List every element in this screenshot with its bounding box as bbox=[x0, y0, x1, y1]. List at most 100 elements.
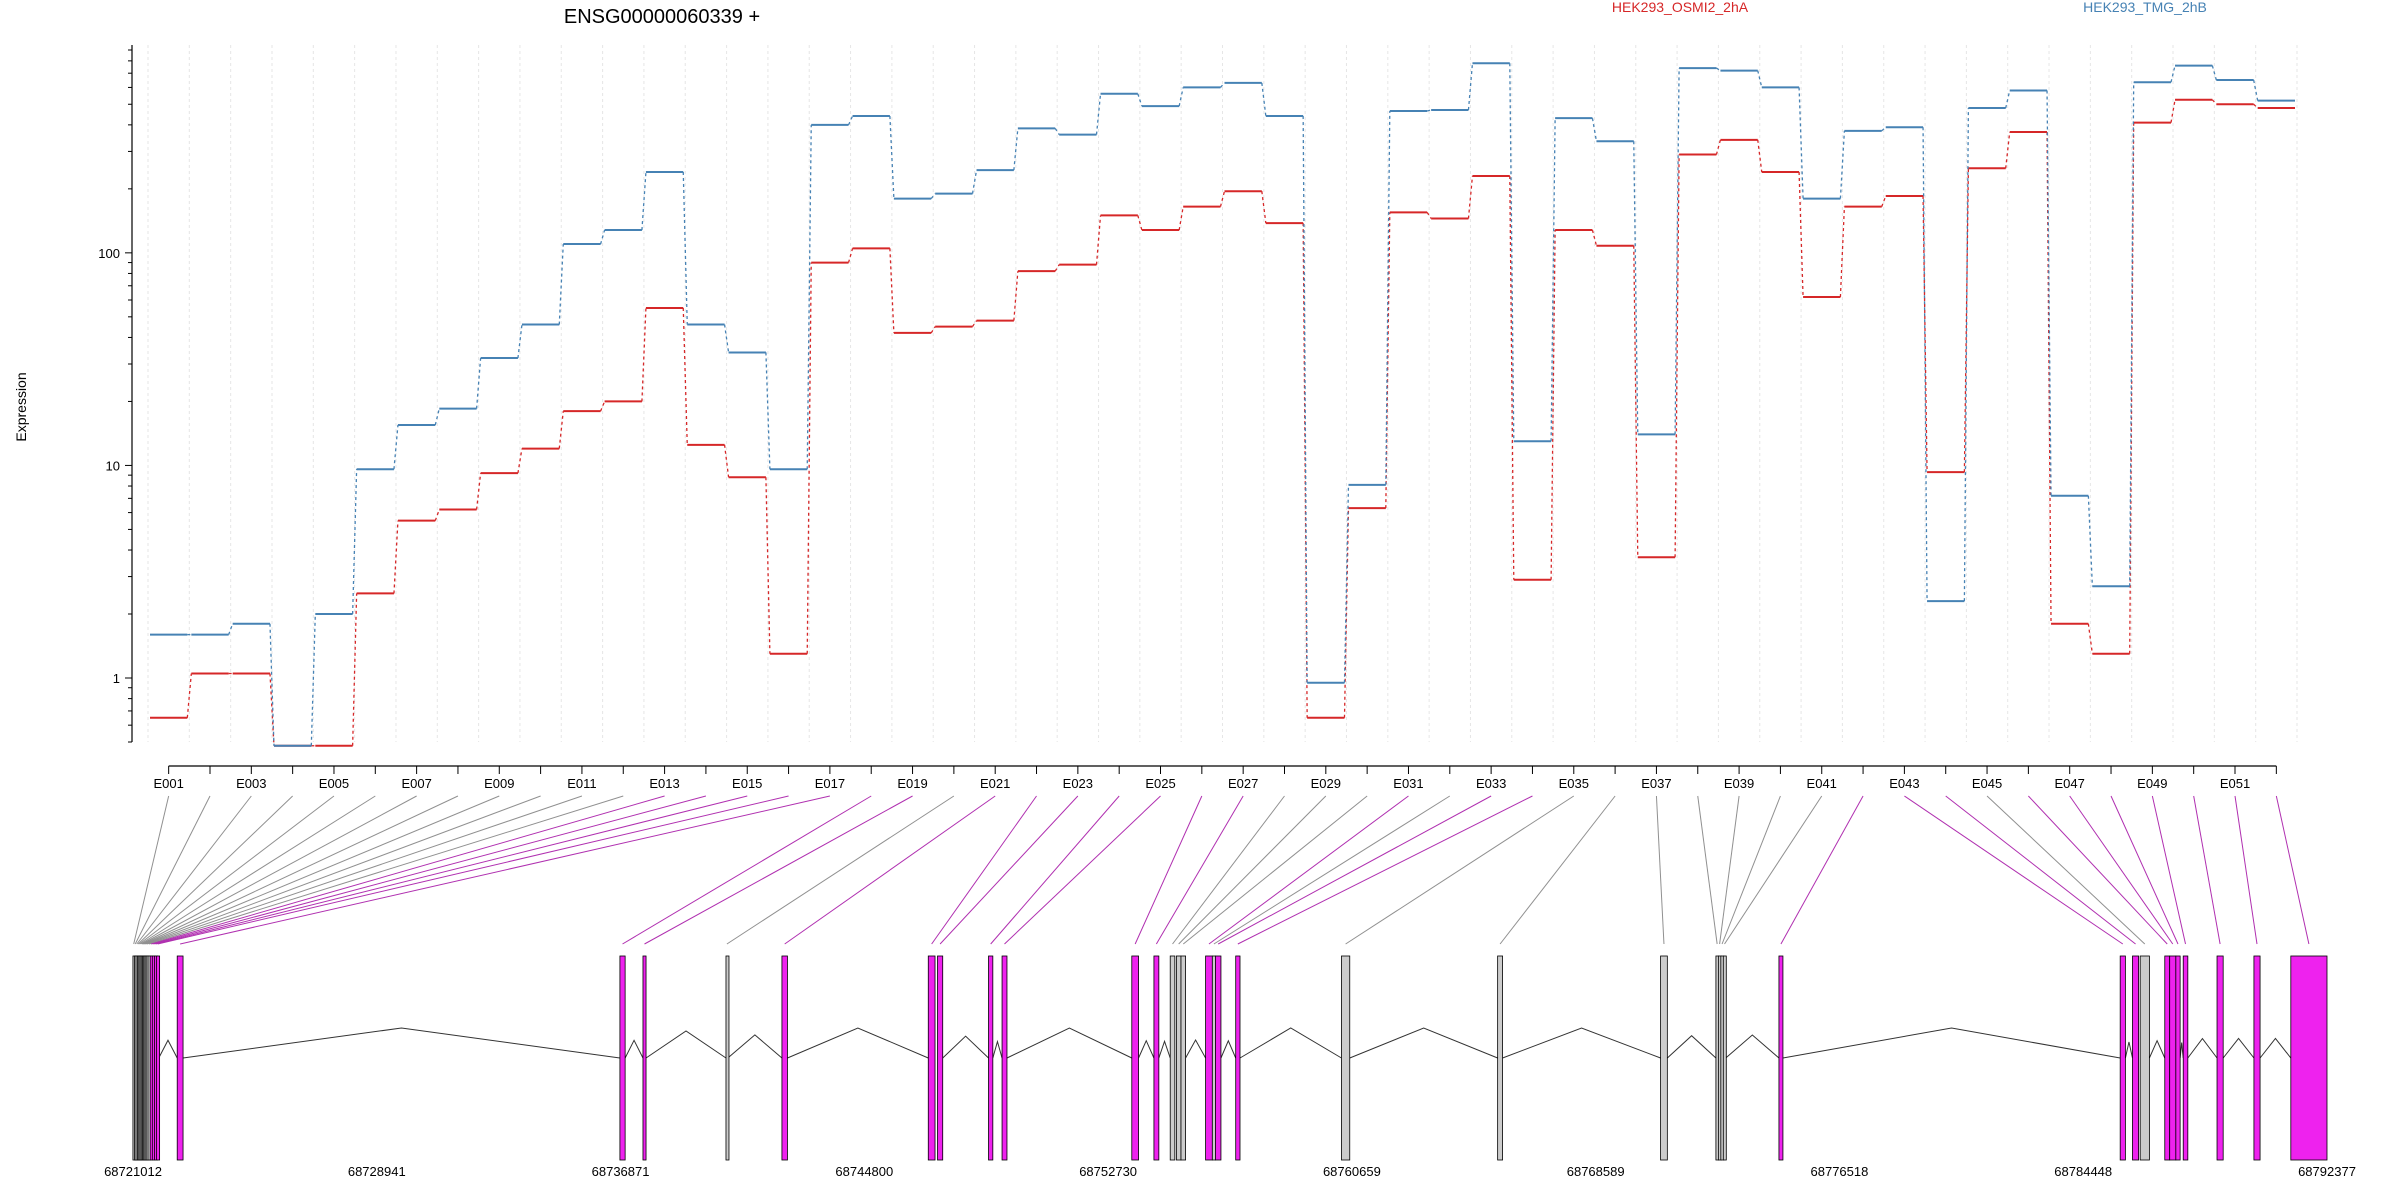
series-step-connector bbox=[1137, 93, 1143, 107]
chart-title: ENSG00000060339 + bbox=[564, 6, 760, 28]
exon-connector bbox=[1780, 795, 1864, 945]
series-step-connector bbox=[1220, 82, 1225, 88]
exon-connector bbox=[622, 795, 872, 945]
intron-line bbox=[1239, 1027, 1342, 1059]
exon-tick-label: E049 bbox=[2137, 776, 2167, 791]
exon-connector bbox=[133, 795, 170, 945]
exon-box bbox=[1175, 955, 1182, 1161]
exon-box bbox=[156, 955, 161, 1161]
series-step-connector bbox=[971, 320, 978, 327]
exon-connector bbox=[1182, 795, 1368, 945]
legend-series-tmg: HEK293_TMG_2hB bbox=[2083, 0, 2207, 15]
series-step-connector bbox=[1881, 126, 1887, 132]
exon-connector bbox=[1178, 795, 1327, 945]
exon-connector bbox=[1499, 795, 1616, 945]
exon-box bbox=[2182, 955, 2189, 1161]
series-step-connector bbox=[765, 352, 771, 470]
series-step-connector bbox=[1839, 130, 1846, 199]
exon-box bbox=[1215, 955, 1222, 1161]
exon-connector bbox=[2151, 795, 2187, 945]
series-step-connector bbox=[2253, 103, 2259, 109]
exon-tick-label: E017 bbox=[815, 776, 845, 791]
intron-line bbox=[1502, 1027, 1661, 1059]
series-step-connector bbox=[1798, 87, 1804, 199]
series-step-connector bbox=[2170, 99, 2176, 123]
series-step-connector bbox=[1715, 139, 1722, 155]
intron-line bbox=[2124, 1041, 2133, 1059]
exon-connector bbox=[134, 795, 211, 945]
exon-tick-label: E019 bbox=[897, 776, 927, 791]
genome-coordinate-label: 68760659 bbox=[1323, 1164, 1381, 1179]
series-step-connector bbox=[1013, 128, 1019, 171]
exon-box bbox=[725, 955, 730, 1161]
exon-connector bbox=[1208, 795, 1409, 945]
exon-box bbox=[1341, 955, 1351, 1161]
series-step-connector bbox=[1757, 70, 1763, 88]
series-step-connector bbox=[641, 171, 647, 231]
exon-box bbox=[2290, 955, 2328, 1161]
exon-tick-label: E013 bbox=[649, 776, 679, 791]
exon-connector bbox=[1721, 795, 1781, 945]
exon-connector bbox=[1217, 795, 1492, 945]
intron-line bbox=[1006, 1027, 1133, 1059]
exon-connector bbox=[939, 795, 1079, 945]
exon-tick-label: E031 bbox=[1393, 776, 1423, 791]
exon-tick-label: E011 bbox=[567, 776, 596, 791]
genome-axis: 68721012 68728941 68736871 68744800 68752730… bbox=[104, 1164, 2356, 1179]
exon-box bbox=[619, 955, 626, 1161]
exon-box bbox=[2253, 955, 2261, 1161]
intron-line bbox=[1158, 1039, 1171, 1059]
series-layer bbox=[150, 62, 2295, 747]
series-step-connector bbox=[2087, 623, 2094, 654]
series-step-connector bbox=[847, 115, 854, 126]
exon-connector bbox=[142, 795, 459, 945]
series-step-connector bbox=[1633, 141, 1639, 435]
series-step-connector bbox=[1426, 212, 1432, 219]
intron-line bbox=[1220, 1039, 1237, 1059]
series-step-connector bbox=[599, 401, 606, 412]
series-step-connector bbox=[930, 193, 936, 199]
series-step-connector bbox=[310, 613, 316, 746]
exon-connector bbox=[726, 795, 955, 945]
exon-connector bbox=[144, 795, 500, 945]
exon-connector bbox=[157, 795, 789, 945]
series-step-connector bbox=[723, 324, 730, 353]
exon-box bbox=[1205, 955, 1213, 1161]
exon-tick-label: E047 bbox=[2055, 776, 2085, 791]
series-step-connector bbox=[1013, 271, 1019, 321]
series-step-connector bbox=[1716, 67, 1721, 72]
genome-coordinate-label: 68744800 bbox=[835, 1164, 893, 1179]
series-step-connector bbox=[1881, 195, 1887, 207]
intron-line bbox=[158, 1039, 178, 1059]
exon-connector bbox=[1213, 795, 1451, 945]
series-step-connector bbox=[1178, 206, 1184, 231]
series-step-connector bbox=[971, 170, 978, 194]
exon-connector bbox=[136, 795, 252, 945]
genome-coordinate-label: 68721012 bbox=[104, 1164, 162, 1179]
exon-box bbox=[1001, 955, 1008, 1161]
legend-series-osmi: HEK293_OSMI2_2hA bbox=[1612, 0, 1749, 15]
genome-coordinate-label: 68728941 bbox=[348, 1164, 406, 1179]
exon-tick-label: E041 bbox=[1807, 776, 1837, 791]
series-step-connector bbox=[558, 411, 564, 449]
series-step-connector bbox=[930, 326, 936, 334]
intron-line bbox=[1349, 1027, 1498, 1059]
series-step-connector bbox=[393, 520, 399, 594]
intron-line bbox=[1185, 1038, 1207, 1059]
series-step-connector bbox=[1343, 484, 1350, 683]
series-step-connector bbox=[1674, 154, 1680, 558]
exon-connector bbox=[1134, 795, 1203, 945]
series-step-connector bbox=[1591, 118, 1598, 142]
exon-connector bbox=[141, 795, 417, 945]
exon-box bbox=[1131, 955, 1139, 1161]
exon-connector bbox=[151, 795, 665, 945]
series-step-connector bbox=[1922, 127, 1928, 602]
intron-line bbox=[2259, 1037, 2292, 1059]
exon-box bbox=[988, 955, 994, 1161]
series-step-connector bbox=[1054, 128, 1060, 135]
exon-connector bbox=[180, 795, 831, 945]
exon-box bbox=[2216, 955, 2224, 1161]
intron-line bbox=[727, 1034, 783, 1059]
series-step-connector bbox=[2170, 65, 2176, 83]
